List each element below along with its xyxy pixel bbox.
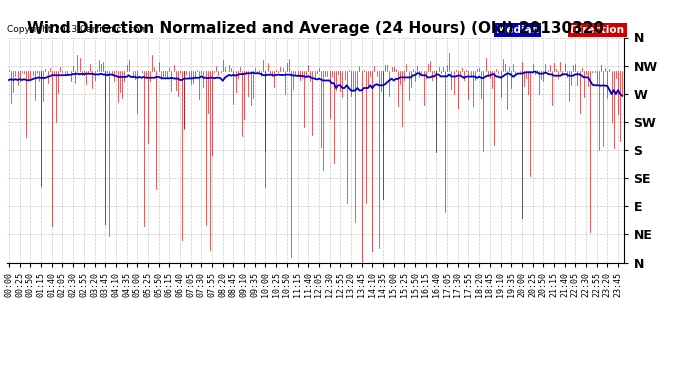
Title: Wind Direction Normalized and Average (24 Hours) (Old) 20130320: Wind Direction Normalized and Average (2… <box>27 21 604 36</box>
Text: Median: Median <box>496 25 539 35</box>
Text: Copyright 2013 Cartronics.com: Copyright 2013 Cartronics.com <box>7 25 148 34</box>
Text: Direction: Direction <box>571 25 624 35</box>
